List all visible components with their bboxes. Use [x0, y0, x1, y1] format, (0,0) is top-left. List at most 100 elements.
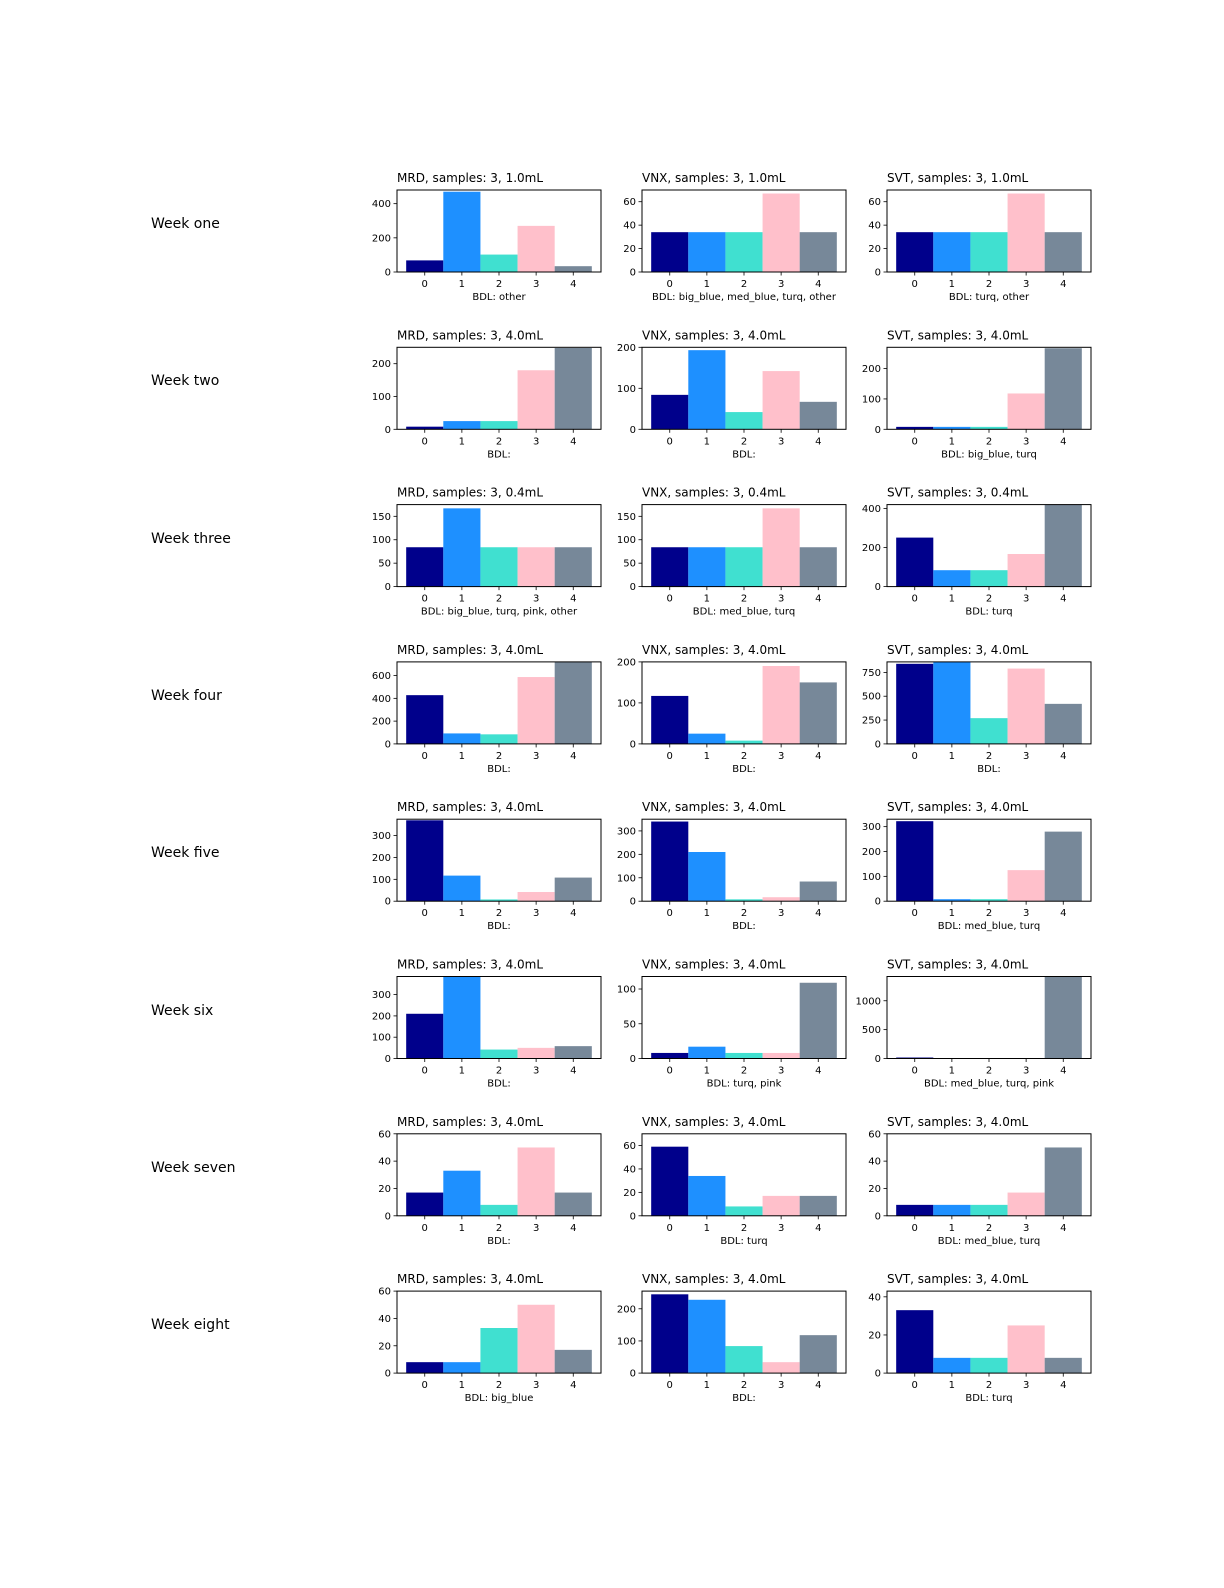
bar [725, 1052, 763, 1059]
chart-title: MRD, samples: 3, 4.0mL [397, 1272, 543, 1286]
chart-title: MRD, samples: 3, 4.0mL [397, 800, 543, 814]
week-label: Week six [151, 1002, 214, 1019]
x-tick-label: 4 [570, 1223, 576, 1234]
x-tick-label: 4 [1060, 436, 1066, 447]
bar [970, 899, 1008, 902]
x-tick-label: 3 [778, 908, 784, 919]
week-label: Week four [151, 687, 222, 704]
bar [896, 1204, 934, 1216]
x-tick-label: 2 [986, 1380, 992, 1391]
y-tick-label: 0 [630, 425, 636, 436]
y-tick-label: 300 [372, 831, 391, 842]
x-tick-label: 1 [704, 279, 710, 290]
week-label: Week three [151, 530, 231, 547]
y-tick-label: 40 [868, 1292, 881, 1303]
y-tick-label: 20 [378, 1341, 391, 1352]
chart-title: SVT, samples: 3, 4.0mL [887, 1272, 1029, 1286]
x-tick-label: 3 [533, 1066, 539, 1077]
bar [725, 740, 763, 744]
x-tick-label: 1 [704, 908, 710, 919]
bar [970, 1357, 1008, 1374]
x-tick-label: 4 [570, 436, 576, 447]
x-tick-label: 4 [1060, 594, 1066, 605]
x-tick-label: 4 [815, 1066, 821, 1077]
x-tick-label: 3 [533, 594, 539, 605]
bar [933, 661, 971, 744]
y-tick-label: 0 [385, 1211, 391, 1222]
bar [480, 899, 518, 902]
bar [933, 426, 971, 430]
bar [688, 232, 726, 272]
bar [443, 191, 481, 272]
bar [406, 1192, 444, 1216]
bar [799, 982, 837, 1059]
x-tick-label: 2 [986, 279, 992, 290]
week-label: Week seven [151, 1159, 236, 1176]
bar [651, 1146, 689, 1216]
x-tick-label: 4 [815, 1380, 821, 1391]
bar [406, 1362, 444, 1374]
x-axis-label: BDL: [732, 449, 756, 460]
week-label: Week one [151, 216, 220, 232]
y-tick-label: 600 [372, 671, 391, 682]
x-tick-label: 4 [570, 1066, 576, 1077]
x-axis-label: BDL: turq [965, 607, 1012, 618]
x-tick-label: 4 [1060, 1066, 1066, 1077]
x-tick-label: 1 [949, 1380, 955, 1391]
y-tick-label: 200 [617, 343, 636, 354]
y-tick-label: 100 [372, 875, 391, 886]
y-tick-label: 200 [617, 657, 636, 668]
y-tick-label: 20 [623, 1188, 636, 1199]
y-tick-label: 750 [862, 668, 881, 679]
x-tick-label: 2 [986, 1066, 992, 1077]
y-tick-label: 500 [862, 1025, 881, 1036]
bar [1044, 976, 1082, 1059]
x-tick-label: 3 [778, 1066, 784, 1077]
bar [651, 695, 689, 744]
x-axis-label: BDL: [732, 1393, 756, 1404]
x-axis-label: BDL: [487, 921, 511, 932]
x-tick-label: 4 [815, 1223, 821, 1234]
bar [688, 1299, 726, 1374]
y-tick-label: 0 [875, 1369, 881, 1380]
x-tick-label: 3 [533, 279, 539, 290]
bar [517, 547, 555, 587]
x-tick-label: 2 [741, 279, 747, 290]
bar [517, 1147, 555, 1216]
x-tick-label: 0 [912, 1066, 918, 1077]
x-tick-label: 4 [570, 279, 576, 290]
x-tick-label: 3 [778, 436, 784, 447]
x-tick-label: 2 [496, 1223, 502, 1234]
bar [1044, 1147, 1082, 1216]
y-tick-label: 0 [385, 425, 391, 436]
y-tick-label: 0 [875, 1211, 881, 1222]
x-tick-label: 0 [667, 751, 673, 762]
x-tick-label: 1 [949, 279, 955, 290]
bar [1044, 831, 1082, 902]
x-tick-label: 4 [1060, 279, 1066, 290]
x-tick-label: 1 [459, 751, 465, 762]
y-tick-label: 400 [372, 199, 391, 210]
y-tick-label: 50 [623, 559, 636, 570]
x-tick-label: 1 [704, 1066, 710, 1077]
x-tick-label: 1 [949, 751, 955, 762]
y-tick-label: 0 [385, 268, 391, 279]
bar [480, 1328, 518, 1374]
x-tick-label: 1 [459, 1066, 465, 1077]
bar [1007, 553, 1045, 587]
chart-title: VNX, samples: 3, 1.0mL [642, 171, 786, 185]
y-tick-label: 0 [385, 897, 391, 908]
bar [725, 232, 763, 272]
bar [933, 899, 971, 902]
x-tick-label: 4 [815, 279, 821, 290]
y-tick-label: 100 [617, 985, 636, 996]
x-tick-label: 1 [949, 594, 955, 605]
bar [406, 695, 444, 744]
bar [1044, 348, 1082, 430]
bar [933, 1204, 971, 1216]
bar [725, 547, 763, 587]
bar [799, 401, 837, 430]
x-tick-label: 0 [422, 751, 428, 762]
bar [406, 1013, 444, 1059]
